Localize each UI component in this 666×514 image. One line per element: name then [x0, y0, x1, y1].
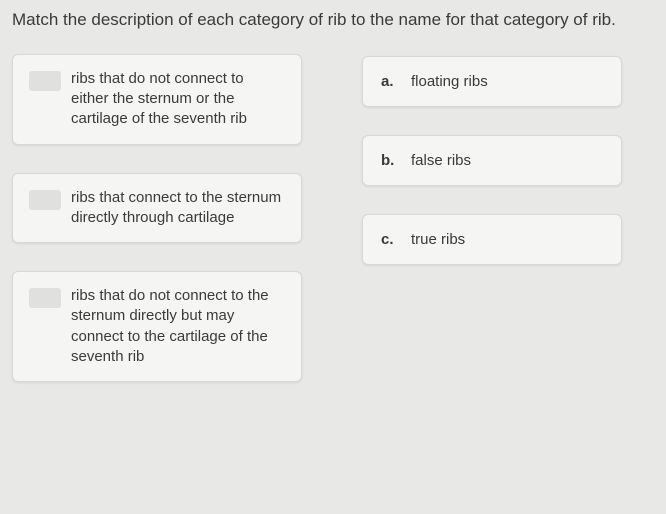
match-columns: ribs that do not connect to either the s… [12, 54, 654, 382]
answer-letter: c. [381, 231, 399, 248]
description-text: ribs that do not connect to the sternum … [71, 286, 283, 367]
answer-letter: b. [381, 152, 399, 169]
answer-text: floating ribs [411, 73, 603, 90]
description-text: ribs that do not connect to either the s… [71, 69, 283, 130]
answer-letter: a. [381, 73, 399, 90]
description-card[interactable]: ribs that do not connect to either the s… [12, 54, 302, 145]
description-card[interactable]: ribs that connect to the sternum directl… [12, 173, 302, 244]
answer-text: false ribs [411, 152, 603, 169]
answers-column: a. floating ribs b. false ribs c. true r… [362, 54, 622, 382]
drop-slot[interactable] [29, 190, 61, 210]
drop-slot[interactable] [29, 71, 61, 91]
description-card[interactable]: ribs that do not connect to the sternum … [12, 271, 302, 382]
answer-card[interactable]: a. floating ribs [362, 56, 622, 107]
description-text: ribs that connect to the sternum directl… [71, 188, 283, 229]
answer-card[interactable]: c. true ribs [362, 214, 622, 265]
answer-card[interactable]: b. false ribs [362, 135, 622, 186]
drop-slot[interactable] [29, 288, 61, 308]
answer-text: true ribs [411, 231, 603, 248]
question-prompt: Match the description of each category o… [12, 8, 654, 32]
descriptions-column: ribs that do not connect to either the s… [12, 54, 302, 382]
